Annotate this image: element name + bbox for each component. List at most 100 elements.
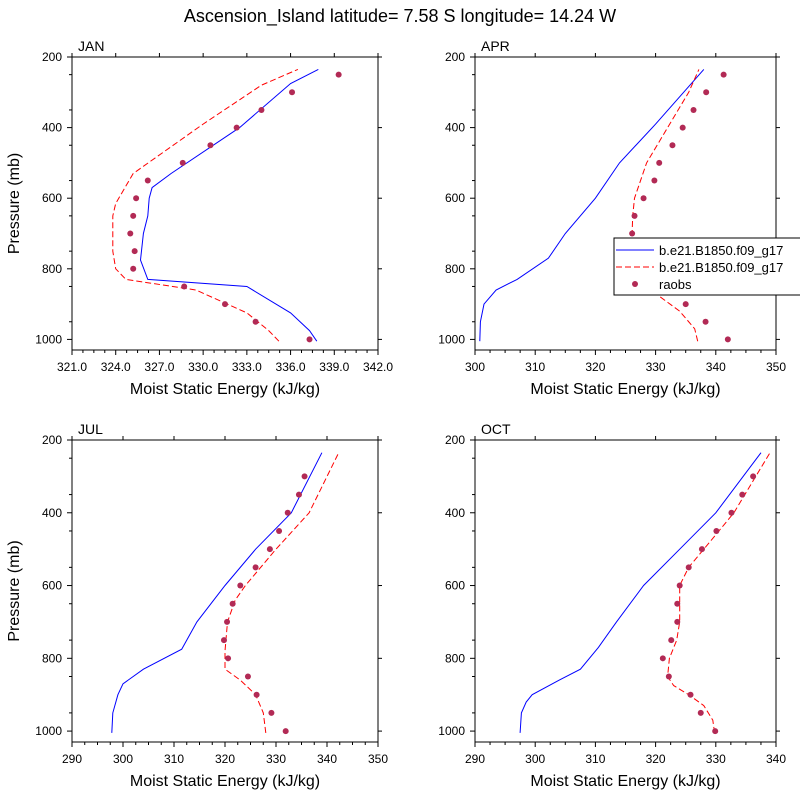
raobs-point bbox=[295, 491, 302, 498]
y-tick-label: 1000 bbox=[35, 724, 62, 738]
y-tick-label: 400 bbox=[42, 506, 62, 520]
x-tick-label: 330 bbox=[646, 360, 666, 374]
panel-title: JUL bbox=[78, 421, 103, 437]
x-tick-label: 290 bbox=[62, 752, 82, 766]
raobs-point bbox=[266, 546, 273, 553]
raobs-point bbox=[651, 177, 658, 184]
raobs-point bbox=[252, 564, 259, 571]
raobs-point bbox=[669, 142, 676, 149]
model2-line bbox=[112, 68, 299, 342]
raobs-point bbox=[674, 600, 681, 607]
x-tick-label: 340 bbox=[317, 752, 337, 766]
legend: b.e21.B1850.f09_g17 b.e21.B1850.f09_g17ra… bbox=[613, 237, 800, 296]
raobs-point bbox=[282, 728, 289, 735]
x-tick-label: 330.0 bbox=[188, 360, 218, 374]
raobs-point bbox=[127, 230, 134, 237]
raobs-point bbox=[739, 491, 746, 498]
raobs-point bbox=[144, 177, 151, 184]
raobs-point bbox=[130, 212, 137, 219]
model1-line bbox=[111, 452, 323, 733]
raobs-point bbox=[676, 582, 683, 589]
x-tick-label: 339.0 bbox=[319, 360, 349, 374]
legend-raobs-label: raobs bbox=[659, 277, 692, 292]
raobs-point bbox=[237, 582, 244, 589]
y-tick-label: 800 bbox=[42, 651, 62, 665]
raobs-point bbox=[697, 709, 704, 716]
y-axis-label: Pressure (mb) bbox=[6, 540, 23, 641]
raobs-point bbox=[724, 336, 731, 343]
x-tick-label: 340 bbox=[706, 360, 726, 374]
raobs-point bbox=[130, 265, 137, 272]
panel-jul: JUL 290 300 310 320 330 340 350 200 400 600 800 1000… bbox=[6, 421, 388, 790]
panel-jan: JAN 321.0 324.0 327.0 330.0 333.0 336.0 339.0 34… bbox=[6, 38, 393, 398]
y-tick-label: 1000 bbox=[35, 332, 62, 346]
raobs-point bbox=[335, 71, 342, 78]
y-axis-label: Pressure (mb) bbox=[6, 153, 23, 254]
raobs-point bbox=[640, 195, 647, 202]
panel-oct: OCT 290 300 310 320 330 340 200 400 600 800 1000 Moi… bbox=[438, 421, 786, 790]
raobs-point bbox=[179, 159, 186, 166]
raobs-point bbox=[674, 618, 681, 625]
raobs-point bbox=[258, 106, 265, 113]
raobs-point bbox=[207, 142, 214, 149]
raobs-point bbox=[685, 564, 692, 571]
raobs-point bbox=[679, 124, 686, 131]
model1-line bbox=[139, 68, 319, 342]
y-tick-label: 200 bbox=[445, 50, 465, 64]
raobs-point bbox=[712, 728, 719, 735]
raobs-point bbox=[222, 301, 228, 308]
y-tick-label: 1000 bbox=[438, 332, 465, 346]
x-axis-label: Moist Static Energy (kJ/kg) bbox=[530, 381, 720, 398]
raobs-point bbox=[656, 159, 663, 166]
x-tick-label: 350 bbox=[766, 360, 786, 374]
x-axis-label: Moist Static Energy (kJ/kg) bbox=[530, 773, 720, 790]
x-tick-label: 336.0 bbox=[276, 360, 306, 374]
x-tick-label: 290 bbox=[465, 752, 485, 766]
raobs-point bbox=[690, 106, 697, 113]
x-tick-label: 320 bbox=[215, 752, 235, 766]
y-tick-label: 600 bbox=[445, 579, 465, 593]
figure-title: Ascension_Island latitude= 7.58 S longit… bbox=[184, 6, 616, 27]
y-tick-label: 400 bbox=[445, 506, 465, 520]
y-tick-label: 400 bbox=[445, 121, 465, 135]
legend-raobs-swatch bbox=[632, 281, 638, 287]
y-tick-label: 800 bbox=[445, 262, 465, 276]
raobs-point bbox=[224, 618, 231, 625]
model1-line bbox=[479, 69, 705, 342]
y-tick-label: 800 bbox=[42, 262, 62, 276]
x-tick-label: 320 bbox=[585, 360, 605, 374]
y-tick-label: 200 bbox=[42, 433, 62, 447]
raobs-point bbox=[131, 248, 138, 255]
y-tick-label: 600 bbox=[42, 191, 62, 205]
raobs-point bbox=[702, 318, 709, 325]
raobs-point bbox=[665, 673, 672, 680]
raobs-point bbox=[268, 709, 275, 716]
legend-model1-label: b.e21.B1850.f09_g17 bbox=[659, 243, 783, 258]
raobs-point bbox=[728, 509, 735, 516]
raobs-point bbox=[244, 673, 251, 680]
y-tick-label: 200 bbox=[445, 433, 465, 447]
model1-line bbox=[519, 452, 762, 733]
raobs-point bbox=[289, 89, 296, 96]
model2-line bbox=[667, 452, 771, 733]
legend-model2-label: b.e21.B1850.f09_g17 bbox=[659, 260, 783, 275]
raobs-point bbox=[306, 336, 313, 343]
raobs-point bbox=[229, 600, 236, 607]
x-tick-label: 324.0 bbox=[101, 360, 131, 374]
raobs-point bbox=[698, 546, 705, 553]
raobs-point bbox=[629, 230, 636, 237]
x-tick-label: 340 bbox=[766, 752, 786, 766]
raobs-point bbox=[284, 509, 291, 516]
x-tick-label: 333.0 bbox=[232, 360, 262, 374]
raobs-point bbox=[687, 691, 694, 698]
x-tick-label: 300 bbox=[525, 752, 545, 766]
x-tick-label: 300 bbox=[465, 360, 485, 374]
y-tick-label: 200 bbox=[42, 50, 62, 64]
raobs-point bbox=[133, 195, 140, 202]
y-tick-label: 600 bbox=[42, 579, 62, 593]
y-tick-label: 1000 bbox=[438, 724, 465, 738]
raobs-point bbox=[233, 124, 240, 131]
raobs-point bbox=[720, 71, 727, 78]
panel-title: JAN bbox=[78, 38, 104, 54]
y-tick-label: 800 bbox=[445, 651, 465, 665]
